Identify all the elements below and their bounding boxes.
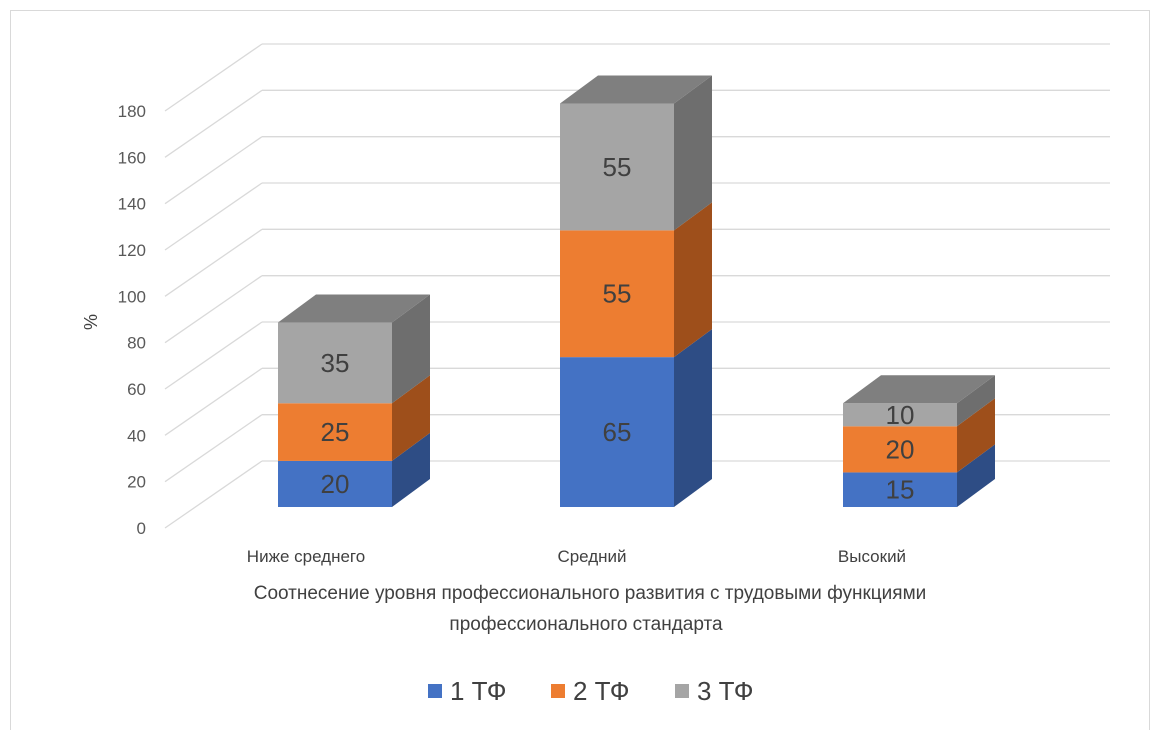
x-axis-title-line-1: Соотнесение уровня профессионального раз… (254, 583, 927, 604)
bar-front (560, 357, 674, 507)
bar-top (560, 75, 712, 104)
y-tick-label: 20 (127, 473, 146, 492)
legend-swatch (675, 684, 689, 698)
y-tick-label: 160 (118, 148, 146, 167)
data-label: 20 (321, 469, 350, 499)
gridline-side (164, 414, 263, 483)
data-label: 10 (886, 400, 915, 430)
y-tick-label: 120 (118, 241, 146, 260)
y-tick-label: 140 (118, 195, 146, 214)
gridline-side (164, 182, 263, 251)
bar-side (674, 329, 712, 507)
y-tick-label: 40 (127, 426, 146, 445)
legend-swatch (428, 684, 442, 698)
bar-side (392, 432, 430, 507)
bar-side (674, 202, 712, 358)
y-tick-label: 100 (118, 287, 146, 306)
legend-label: 2 ТФ (573, 676, 629, 706)
legend-item: 3 ТФ (675, 676, 753, 706)
legend-swatch (551, 684, 565, 698)
legend-item: 2 ТФ (551, 676, 629, 706)
data-label: 55 (603, 152, 632, 182)
bar-front (278, 322, 392, 404)
legend-item: 1 ТФ (428, 676, 506, 706)
y-tick-label: 60 (127, 380, 146, 399)
bar-side (392, 375, 430, 461)
bar-front (843, 472, 957, 507)
gridline-side (164, 136, 263, 205)
category-label: Средний (557, 547, 626, 566)
bar-side (674, 75, 712, 231)
data-label: 55 (603, 279, 632, 309)
bar-side (392, 294, 430, 404)
bars-layer (278, 75, 995, 507)
gridline-side (164, 460, 263, 529)
legend: 1 ТФ 2 ТФ 3 ТФ (428, 676, 753, 706)
data-label: 35 (321, 348, 350, 378)
chart-frame (10, 10, 1150, 730)
bar-front (278, 403, 392, 461)
y-tick-label: 180 (118, 102, 146, 121)
gridline-side (164, 321, 263, 390)
y-axis-title: % (81, 314, 101, 330)
y-tick-label: 0 (137, 519, 146, 538)
gridline-side (164, 275, 263, 344)
y-tick-labels: 0 20 40 60 80 100 120 140 160 180 (118, 102, 146, 538)
bar-front (843, 403, 957, 427)
bar-top (843, 375, 995, 404)
bar-front (843, 426, 957, 473)
bar-side (957, 444, 995, 507)
gridline-side (164, 228, 263, 297)
gridline-side (164, 43, 263, 112)
data-label: 15 (886, 475, 915, 505)
bar-top (278, 294, 430, 323)
bar-front (278, 460, 392, 507)
gridline-side (164, 367, 263, 436)
data-label: 65 (603, 417, 632, 447)
category-labels: Ниже среднего Средний Высокий (247, 547, 906, 566)
x-axis-title-line-2: профессионального стандарта (449, 614, 723, 635)
bar-side (957, 398, 995, 473)
gridline-side (164, 89, 263, 158)
data-labels-layer: 20 25 35 65 55 55 15 20 10 (321, 152, 915, 505)
bar-front (560, 230, 674, 358)
category-label: Ниже среднего (247, 547, 365, 566)
y-tick-label: 80 (127, 334, 146, 353)
legend-label: 1 ТФ (450, 676, 506, 706)
data-label: 20 (886, 434, 915, 464)
bar-side (957, 375, 995, 427)
category-label: Высокий (838, 547, 906, 566)
legend-label: 3 ТФ (697, 676, 753, 706)
bar-front (560, 103, 674, 231)
data-label: 25 (321, 417, 350, 447)
